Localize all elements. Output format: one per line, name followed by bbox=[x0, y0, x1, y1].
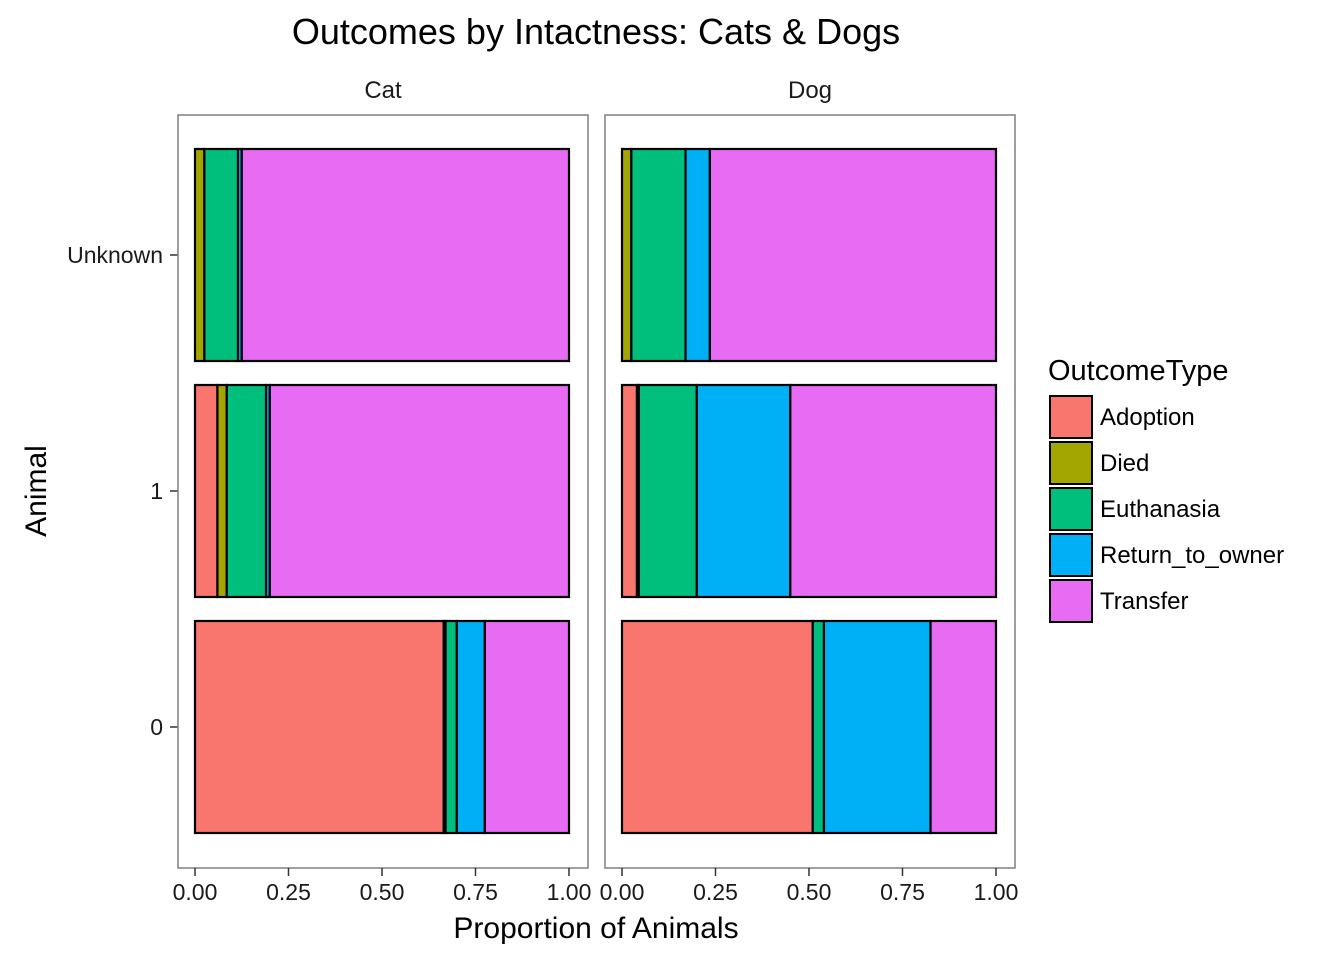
x-tick-label: 0.25 bbox=[693, 879, 738, 905]
x-tick-label: 1.00 bbox=[547, 879, 592, 905]
bar-segment bbox=[455, 619, 486, 835]
bar-segment bbox=[444, 619, 458, 835]
legend-swatch bbox=[1049, 395, 1093, 439]
y-axis-label: Animal bbox=[20, 445, 53, 537]
legend-swatch bbox=[1049, 487, 1093, 531]
chart-title: Outcomes by Intactness: Cats & Dogs bbox=[292, 11, 900, 52]
bar-segment bbox=[822, 619, 932, 835]
legend-item-label: Adoption bbox=[1100, 404, 1195, 431]
y-tick-label: Unknown bbox=[67, 242, 163, 268]
bar-segment bbox=[216, 383, 228, 599]
bar-segment bbox=[708, 147, 998, 363]
legend-item-label: Return_to_owner bbox=[1100, 542, 1284, 569]
x-tick-label: 0.50 bbox=[360, 879, 405, 905]
bar-segment bbox=[620, 619, 814, 835]
bar-segment bbox=[193, 619, 445, 835]
facet-label: Dog bbox=[788, 77, 832, 104]
legend: Adoption Died Euthanasia Return_to_owner Tra… bbox=[1049, 395, 1284, 623]
x-tick-label: 0.75 bbox=[880, 879, 925, 905]
y-tick-label: 1 bbox=[150, 478, 163, 504]
bar-segment bbox=[695, 383, 792, 599]
x-tick-label: 1.00 bbox=[974, 879, 1019, 905]
x-tick-label: 0.75 bbox=[453, 879, 498, 905]
legend-item-label: Euthanasia bbox=[1100, 496, 1221, 523]
legend-swatch bbox=[1049, 441, 1093, 485]
legend-title: OutcomeType bbox=[1048, 355, 1229, 387]
x-axis-label: Proportion of Animals bbox=[453, 912, 738, 945]
bar-segment bbox=[483, 619, 571, 835]
bar-segment bbox=[637, 383, 698, 599]
bar-segment bbox=[620, 383, 639, 599]
x-tick-label: 0.50 bbox=[787, 879, 832, 905]
legend-swatch bbox=[1049, 579, 1093, 623]
x-tick-label: 0.00 bbox=[600, 879, 645, 905]
bar-segment bbox=[225, 383, 268, 599]
x-tick-label: 0.00 bbox=[173, 879, 218, 905]
bar-segment bbox=[811, 619, 826, 835]
bar-segment bbox=[240, 147, 571, 363]
bar-segment bbox=[268, 383, 571, 599]
bar-segment bbox=[929, 619, 998, 835]
legend-swatch bbox=[1049, 533, 1093, 577]
legend-item-label: Transfer bbox=[1100, 588, 1188, 615]
facet-label: Cat bbox=[364, 77, 402, 104]
bar-segment bbox=[193, 383, 219, 599]
bar-segment bbox=[684, 147, 711, 363]
bar-segment bbox=[193, 147, 206, 363]
bar-segment bbox=[620, 147, 633, 363]
plot-layer: Unknown 1 0 Cat 0.00 0.25 0.50 0.75 1.00 Dog 0.00 0… bbox=[67, 77, 1018, 905]
legend-item-label: Died bbox=[1100, 450, 1149, 477]
bar-segment bbox=[630, 147, 687, 363]
y-tick-label: 0 bbox=[150, 714, 163, 740]
x-tick-label: 0.25 bbox=[266, 879, 311, 905]
bar-segment bbox=[203, 147, 240, 363]
bar-segment bbox=[789, 383, 998, 599]
